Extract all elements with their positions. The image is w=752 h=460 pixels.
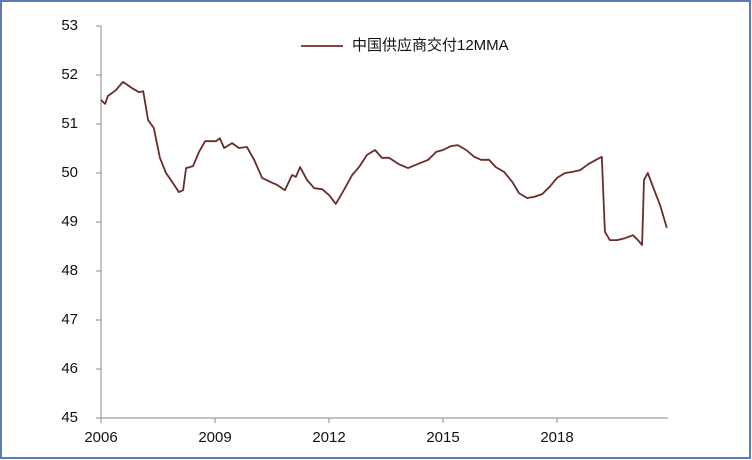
x-tick-label: 2009 [198,429,231,446]
x-tick-label: 2006 [84,429,117,446]
y-tick-label: 50 [61,164,78,181]
y-tick-label: 53 [61,17,78,34]
x-tick-label: 2015 [426,429,459,446]
y-tick-label: 47 [61,311,78,328]
x-tick-label: 2012 [312,429,345,446]
y-tick-label: 49 [61,213,78,230]
y-tick-label: 48 [61,262,78,279]
legend-label: 中国供应商交付12MMA [352,36,509,54]
y-tick-label: 46 [61,360,78,377]
x-tick-label: 2018 [540,429,573,446]
y-tick-label: 51 [61,115,78,132]
data-line [100,81,668,246]
y-tick-label: 52 [61,66,78,83]
y-tick-label: 45 [61,409,78,426]
